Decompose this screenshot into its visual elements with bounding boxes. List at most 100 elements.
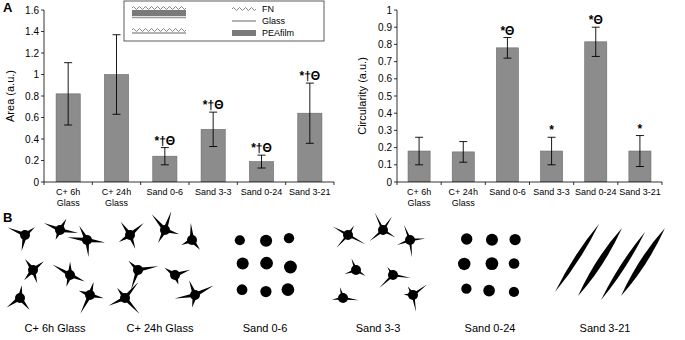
y-tick-label: 0.4 (378, 108, 392, 119)
fn-symbol (232, 8, 256, 11)
cell (345, 259, 366, 276)
x-tick-label: Sand 3-21 (619, 187, 661, 197)
y-tick (394, 10, 397, 11)
error-cap (64, 62, 72, 63)
cell (284, 233, 294, 243)
cell-group: Sand 3-21 (555, 224, 665, 334)
error-bar (459, 142, 467, 163)
y-tick-label: 1 (386, 5, 392, 16)
error-stem (213, 112, 214, 146)
error-cap (415, 137, 423, 138)
cell (8, 227, 35, 251)
cell-body (28, 265, 38, 275)
x-tick (92, 182, 93, 185)
legend-label: Glass (262, 16, 286, 26)
x-tick-label: C+ 24hGlass (102, 187, 131, 208)
x-tick-label-line: Glass (408, 198, 432, 208)
bars (56, 35, 322, 182)
y-tick-label: 0.1 (378, 159, 392, 170)
y-tick (394, 130, 397, 131)
legend-inset: FNGlassPEAfilm (124, 1, 324, 41)
cell (486, 257, 499, 270)
cell (509, 258, 520, 269)
y-tick-label: 0.6 (378, 73, 392, 84)
cell-body (408, 290, 418, 300)
y-tick (394, 147, 397, 148)
x-tick-label: C+ 6hGlass (407, 187, 431, 208)
cell (109, 282, 140, 314)
cell (260, 257, 273, 270)
cell-body (187, 235, 197, 245)
cell (483, 285, 495, 297)
cell (52, 262, 84, 287)
glass-symbol (132, 17, 186, 19)
cell (333, 226, 365, 248)
y-tick-label: 0.9 (378, 22, 392, 33)
y-tick (394, 78, 397, 79)
error-bar (258, 155, 266, 168)
cell (237, 257, 249, 269)
cell (7, 285, 30, 310)
error-cap (161, 164, 169, 165)
y-tick (394, 182, 397, 183)
error-bar (592, 27, 600, 56)
y-tick-label: 1.6 (25, 5, 39, 16)
cell (68, 226, 106, 257)
y-tick (41, 160, 44, 161)
significance-label: *†Θ (299, 69, 320, 83)
cell-body (20, 230, 30, 240)
error-stem (419, 137, 420, 165)
y-tick (394, 113, 397, 114)
error-cap (415, 164, 423, 165)
y-tick (394, 27, 397, 28)
significance-label: *Θ (589, 13, 603, 27)
x-tick (617, 182, 618, 185)
cell-body (343, 230, 353, 240)
bar (585, 42, 607, 182)
y-tick-label: 1.2 (25, 48, 39, 59)
error-bar (64, 63, 72, 125)
y-tick (41, 117, 44, 118)
y-tick (41, 10, 44, 11)
cell (235, 235, 245, 245)
cell (44, 219, 78, 240)
cell (175, 280, 214, 307)
cell-label: Sand 0-24 (465, 322, 516, 334)
error-cap (113, 114, 121, 115)
error-bar (415, 137, 423, 165)
y-axis-label: Circularity (a.u.) (356, 57, 368, 135)
pea-film-symbol (132, 10, 186, 16)
error-cap (548, 164, 556, 165)
cell-body (160, 225, 170, 235)
cell-label: C+ 6h Glass (25, 322, 86, 334)
cell (181, 223, 200, 250)
x-tick-label: Sand 3-3 (533, 187, 570, 197)
cell (509, 287, 519, 297)
cell (397, 225, 425, 257)
cell (379, 267, 411, 288)
bar-chart: *Θ**Θ*00.10.20.30.40.50.60.70.80.91Circu… (356, 5, 662, 209)
y-tick-label: 0.6 (25, 112, 39, 123)
cell (128, 261, 158, 290)
figure: AB*†Θ*†Θ*†Θ*†Θ00.20.40.60.811.21.41.6Are… (0, 0, 685, 340)
y-tick (41, 182, 44, 183)
y-tick-label: 0.5 (378, 91, 392, 102)
y-tick (394, 96, 397, 97)
cell-body (15, 293, 25, 303)
y-tick-label: 0.3 (378, 125, 392, 136)
error-cap (459, 162, 467, 163)
error-cap (592, 56, 600, 57)
x-tick-label-line: Glass (452, 198, 476, 208)
y-tick-label: 1.4 (25, 26, 39, 37)
legend-box (124, 1, 324, 41)
y-tick (394, 164, 397, 165)
error-stem (639, 136, 640, 167)
x-tick (334, 182, 335, 185)
x-tick (189, 182, 190, 185)
cell (509, 234, 520, 245)
y-tick-label: 0.4 (25, 134, 39, 145)
cell-group: C+ 6h Glass (7, 219, 106, 334)
y-tick (41, 53, 44, 54)
panel-label: B (3, 210, 12, 225)
cell-body (125, 230, 135, 240)
